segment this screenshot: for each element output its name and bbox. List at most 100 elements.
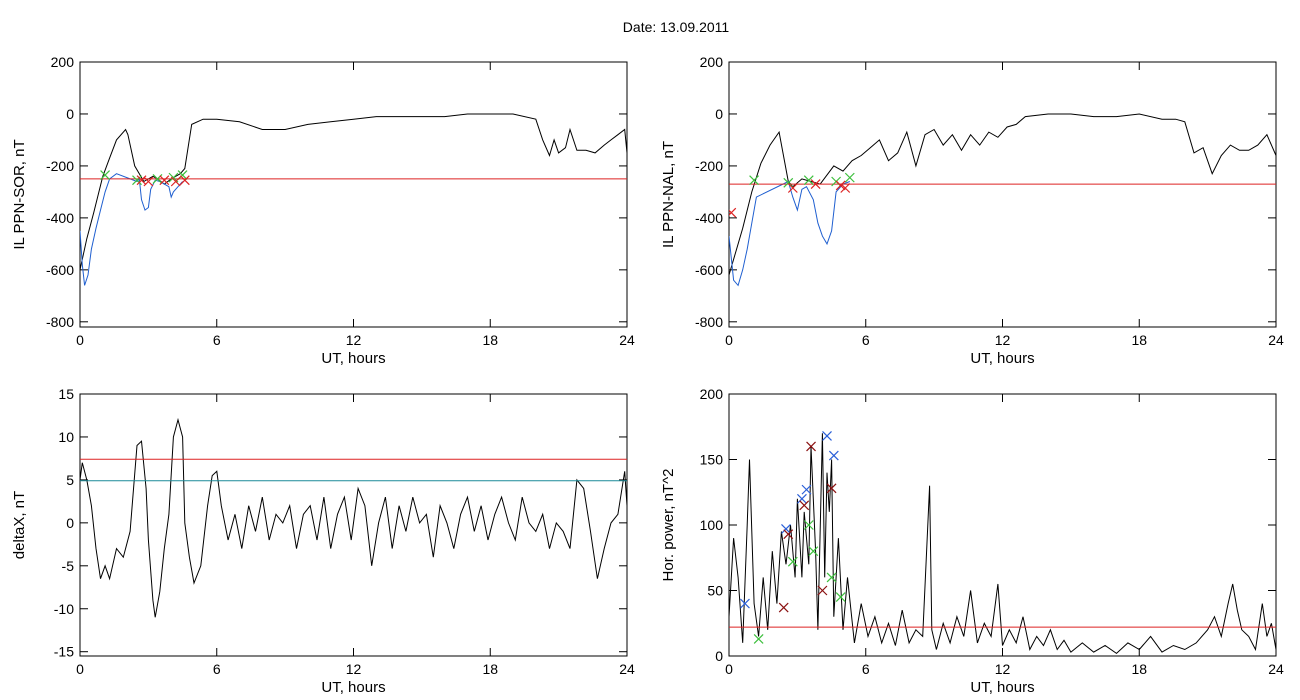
y-tick-label: -400 — [46, 210, 74, 226]
series-line-blue — [80, 173, 183, 286]
marker-stroke — [826, 572, 837, 583]
marker-stroke — [783, 177, 794, 188]
panel-hor-power: 0 6 12 18 24 0 50 100 150 200 UT, hours Hor. power,… — [660, 386, 1284, 696]
marker-green — [753, 634, 764, 644]
panel-ppn-nal: 0 6 12 18 24 -800 -600 -400 -200 0 200 UT, hours IL … — [660, 54, 1284, 367]
marker-darkred — [817, 585, 828, 596]
marker-stroke — [168, 172, 179, 183]
marker-stroke — [797, 493, 807, 504]
marker-stroke — [740, 598, 750, 609]
marker-green — [100, 170, 110, 180]
series-line-black — [729, 113, 1276, 276]
marker-stroke — [803, 520, 814, 530]
marker-crossblue — [801, 484, 812, 495]
y-tick-label: -600 — [695, 262, 723, 278]
x-tick-label: 6 — [862, 661, 870, 677]
x-axis-label: UT, hours — [321, 350, 385, 367]
series-line-black — [80, 113, 627, 270]
x-tick-label: 12 — [346, 332, 362, 348]
marker-darkred — [826, 483, 837, 494]
marker-stroke — [810, 179, 821, 190]
marker-stroke — [817, 585, 828, 596]
marker-red — [835, 180, 846, 191]
series-line-black — [729, 433, 1276, 655]
marker-green — [808, 546, 819, 557]
x-tick-label: 12 — [995, 332, 1011, 348]
plot-area — [729, 113, 1276, 287]
marker-stroke — [159, 175, 170, 186]
page-title: Date: 13.09.2011 — [622, 19, 730, 35]
marker-stroke — [170, 176, 181, 187]
marker-darkred — [799, 500, 810, 511]
y-tick-label: 200 — [700, 386, 724, 402]
marker-stroke — [828, 450, 839, 461]
y-axis-label: Hor. power, nT^2 — [660, 469, 677, 582]
plot-frame — [728, 393, 1277, 657]
marker-crossblue — [822, 430, 832, 441]
x-tick-label: 24 — [1268, 332, 1284, 348]
marker-red — [810, 179, 821, 190]
panel-ppn-sor: 0 6 12 18 24 -800 -600 -400 -200 0 200 UT, hours IL … — [11, 54, 635, 367]
x-tick-label: 6 — [213, 332, 221, 348]
x-tick-label: 18 — [482, 332, 498, 348]
marker-stroke — [822, 430, 832, 441]
plot-area — [80, 113, 627, 286]
marker-stroke — [100, 170, 110, 180]
marker-crossblue — [797, 493, 807, 504]
marker-stroke — [808, 546, 819, 557]
marker-stroke — [143, 176, 154, 187]
x-tick-label: 12 — [995, 661, 1011, 677]
panel-deltax: 0 6 12 18 24 -15 -10 -5 0 5 10 15 UT, hours deltaX, n… — [11, 386, 635, 696]
marker-crossblue — [740, 598, 750, 609]
y-tick-label: -10 — [54, 601, 74, 617]
marker-stroke — [801, 484, 812, 495]
x-tick-label: 6 — [862, 332, 870, 348]
x-tick-label: 18 — [1131, 661, 1147, 677]
y-tick-label: -15 — [54, 644, 74, 660]
marker-stroke — [787, 556, 798, 567]
marker-red — [729, 207, 737, 218]
marker-darkred — [783, 529, 794, 540]
series-line-black — [80, 417, 627, 618]
y-tick-label: -200 — [695, 158, 723, 174]
marker-green — [132, 175, 142, 186]
marker-green — [835, 592, 846, 602]
x-tick-label: 18 — [1131, 332, 1147, 348]
y-tick-label: 0 — [715, 106, 723, 122]
y-tick-label: 0 — [715, 648, 723, 664]
marker-stroke — [729, 207, 737, 216]
x-axis-label: UT, hours — [970, 350, 1034, 367]
y-tick-label: 200 — [700, 54, 724, 70]
marker-red — [179, 175, 190, 186]
marker-stroke — [132, 175, 142, 186]
y-tick-label: 200 — [51, 54, 75, 70]
marker-stroke — [826, 483, 837, 494]
marker-green — [803, 175, 814, 186]
marker-crossblue — [781, 524, 791, 534]
x-tick-label: 0 — [76, 332, 84, 348]
marker-stroke — [835, 592, 846, 602]
marker-crossblue — [828, 450, 839, 461]
marker-green — [844, 172, 855, 183]
marker-red — [159, 175, 170, 186]
marker-stroke — [840, 183, 851, 193]
marker-green — [826, 572, 837, 583]
marker-stroke — [781, 524, 791, 534]
plot-frame — [79, 61, 628, 328]
y-axis-label: IL PPN-SOR, nT — [11, 139, 28, 249]
marker-green — [749, 175, 759, 186]
y-tick-label: 150 — [700, 452, 724, 468]
y-tick-label: -200 — [46, 158, 74, 174]
marker-stroke — [835, 180, 846, 191]
x-tick-label: 0 — [76, 661, 84, 677]
y-tick-label: 10 — [58, 429, 74, 445]
marker-darkred — [778, 602, 789, 613]
x-tick-label: 24 — [619, 661, 635, 677]
marker-green — [787, 556, 798, 567]
series-line-blue — [729, 180, 850, 287]
marker-red — [143, 176, 154, 187]
y-tick-label: 0 — [66, 106, 74, 122]
y-tick-label: -5 — [62, 558, 75, 574]
y-axis-label: IL PPN-NAL, nT — [660, 141, 677, 248]
